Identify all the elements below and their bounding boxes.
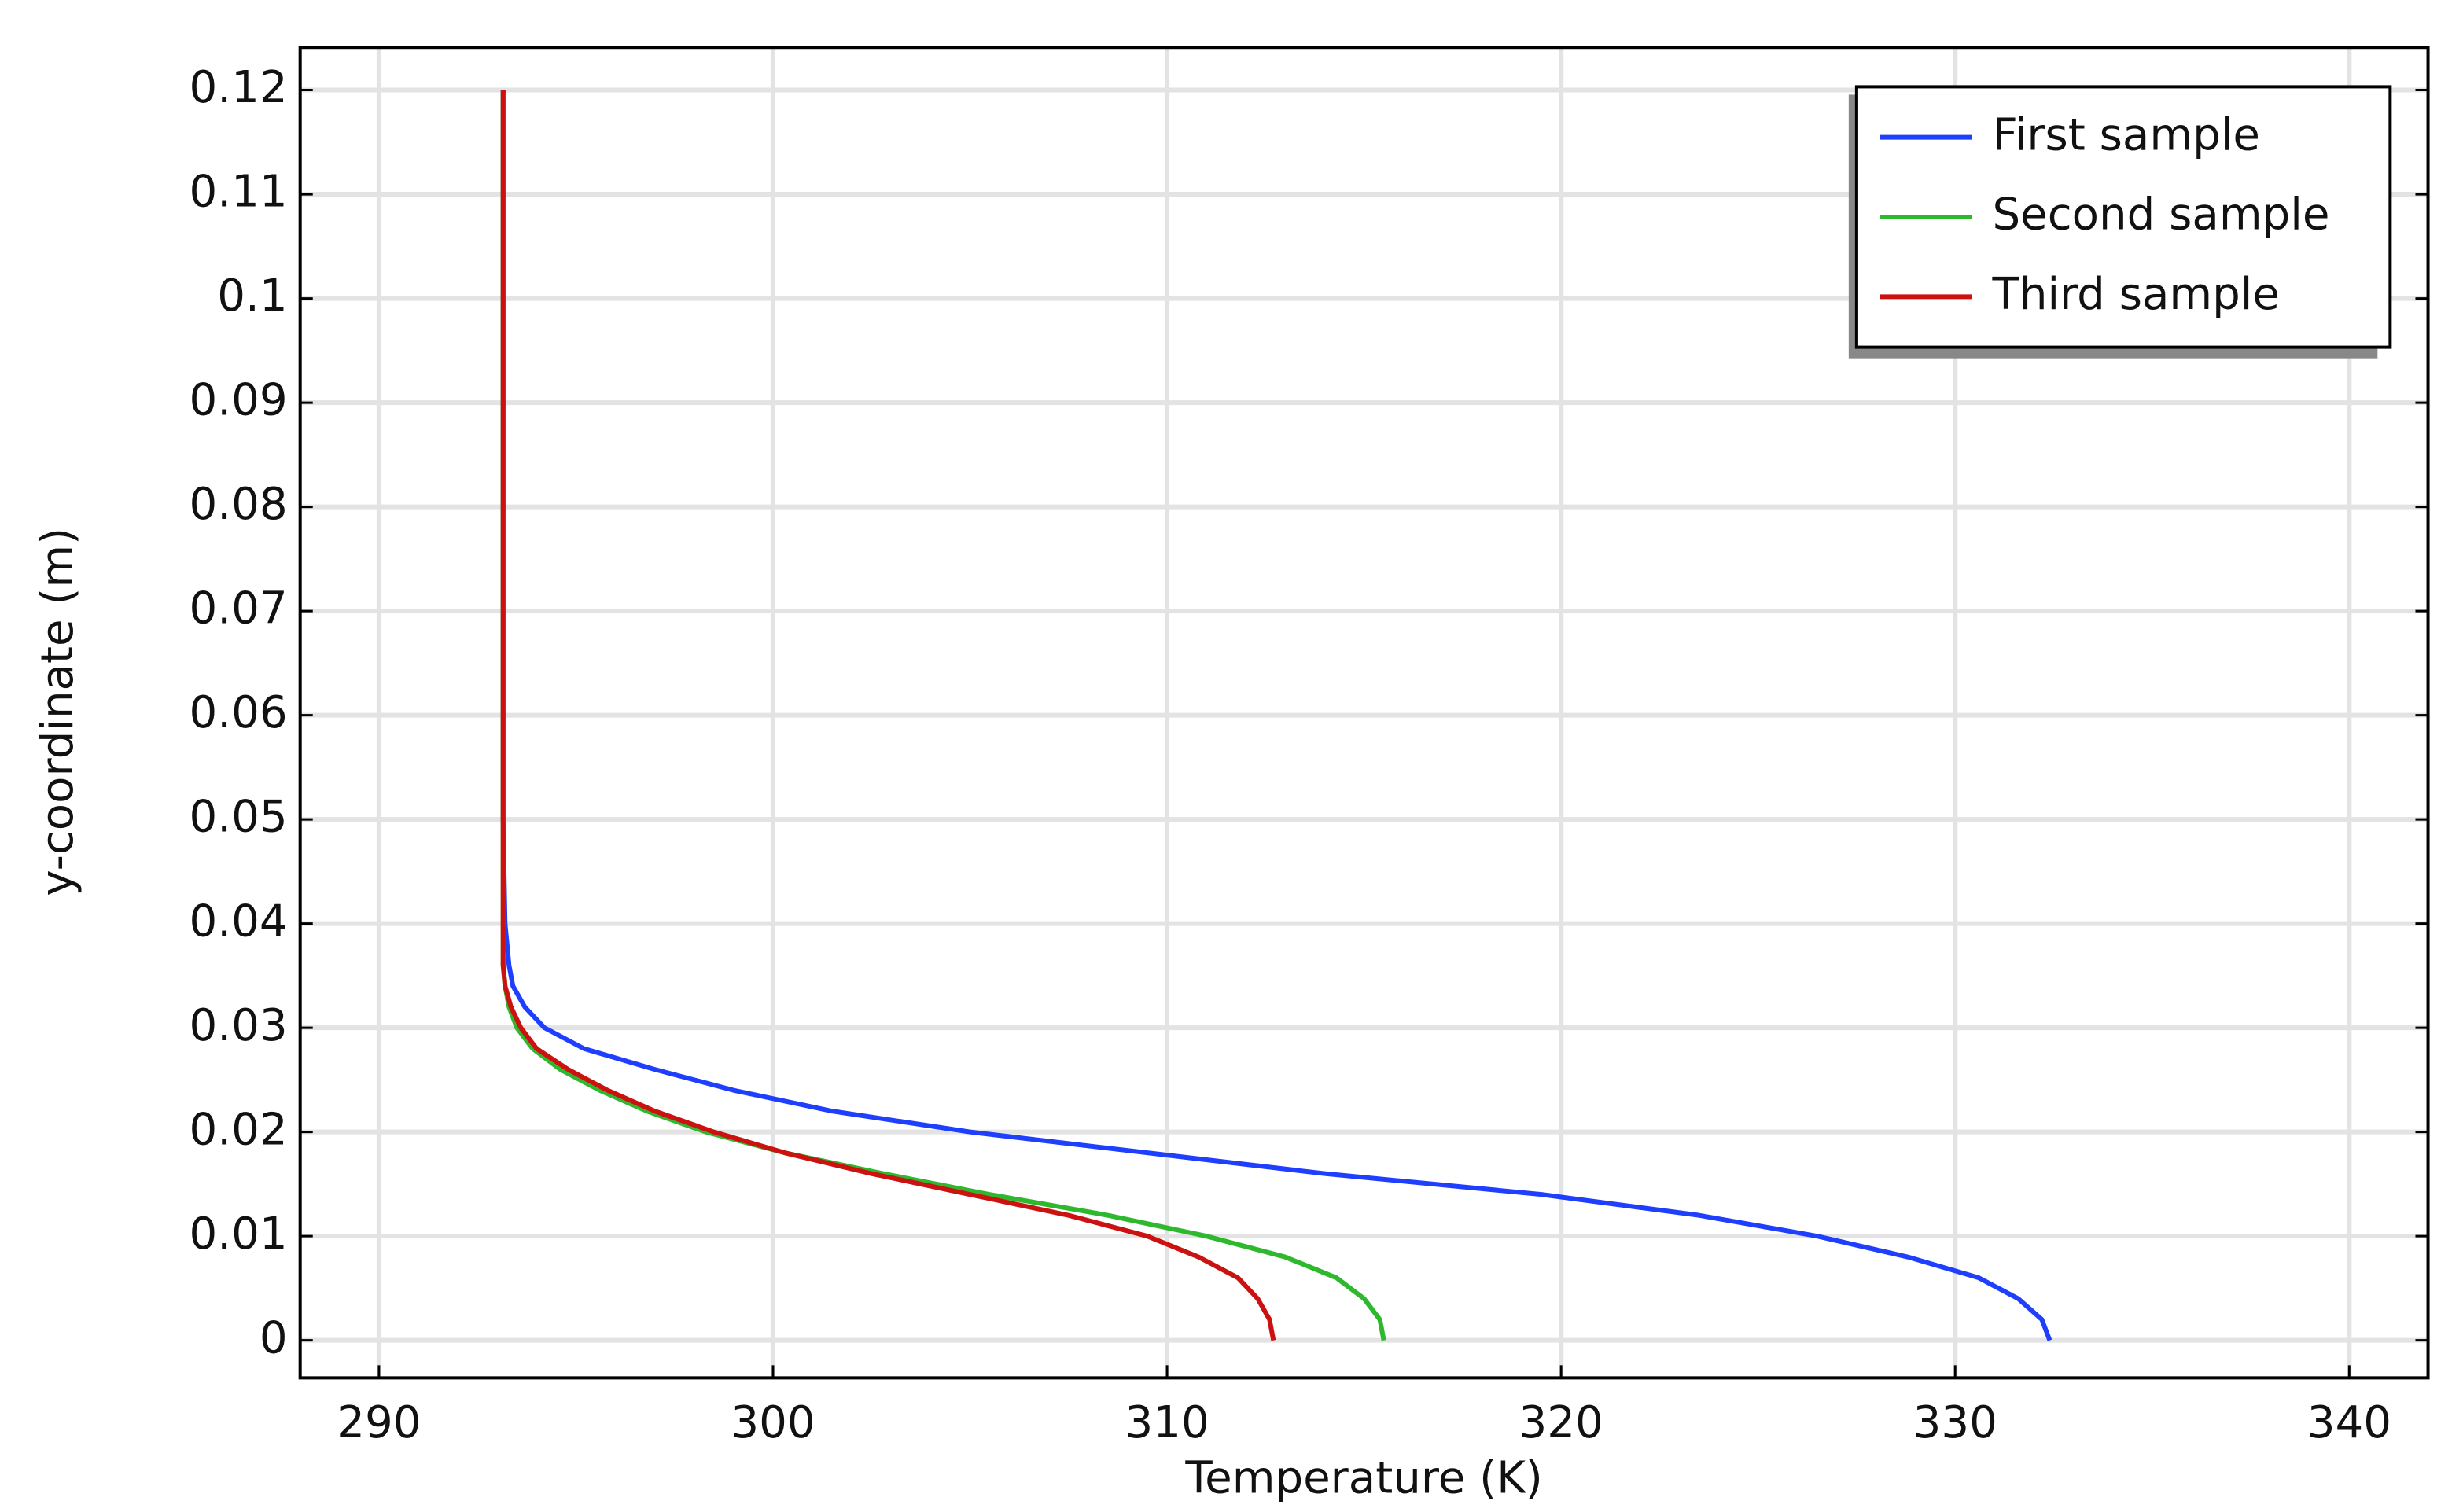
- x-axis-label: Temperature (K): [1184, 1452, 1542, 1503]
- legend-label: Third sample: [1992, 269, 2280, 320]
- x-tick-label: 330: [1913, 1397, 1997, 1448]
- y-tick-label: 0.04: [190, 896, 288, 947]
- y-tick-label: 0.08: [190, 479, 288, 530]
- y-tick-label: 0.12: [190, 62, 288, 113]
- y-tick-label: 0.03: [190, 1000, 288, 1051]
- x-tick-label: 300: [731, 1397, 815, 1448]
- y-tick-label: 0.01: [190, 1208, 288, 1260]
- y-tick-label: 0.06: [190, 687, 288, 738]
- y-tick-label: 0.11: [190, 167, 288, 218]
- y-tick-label: 0.05: [190, 792, 288, 843]
- y-tick-label: 0.02: [190, 1104, 288, 1155]
- x-tick-label: 320: [1519, 1397, 1603, 1448]
- legend-label: First sample: [1993, 109, 2260, 160]
- x-tick-label: 290: [337, 1397, 421, 1448]
- y-tick-label: 0.07: [190, 583, 288, 635]
- y-tick-label: 0.1: [217, 270, 287, 322]
- legend-label: Second sample: [1993, 189, 2330, 241]
- x-tick-label: 340: [2307, 1397, 2391, 1448]
- plot-frame: [298, 46, 2430, 1380]
- line-series: [500, 90, 1276, 1341]
- x-tick-label: 310: [1125, 1397, 1209, 1448]
- line-series: [500, 90, 2052, 1341]
- y-axis-label: y-coordinate (m): [32, 528, 83, 896]
- y-tick-label: 0.09: [190, 375, 288, 426]
- y-tick-label: 0: [260, 1312, 288, 1363]
